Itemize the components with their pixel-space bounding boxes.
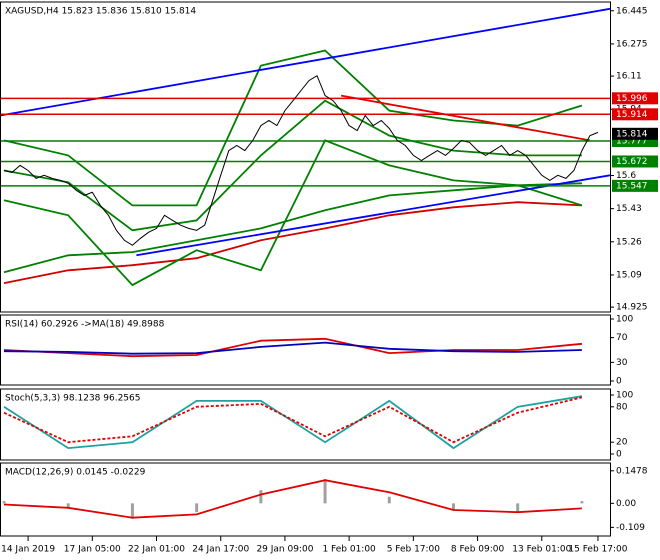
y-tick-label: 20	[616, 438, 628, 448]
series-line	[3, 99, 582, 232]
histogram-bar	[259, 490, 263, 504]
y-tick-label: 14.925	[616, 303, 648, 313]
last-price-label: 15.814	[616, 129, 648, 139]
y-tick-label: 15.09	[616, 270, 642, 280]
series-line	[3, 479, 582, 519]
panel-frame	[0, 462, 611, 537]
panel-clip	[3, 395, 583, 450]
level-label: 15.914	[616, 110, 648, 120]
series-line	[340, 94, 591, 142]
histogram-bar	[323, 479, 327, 504]
panel-clip	[0, 7, 610, 287]
y-tick-label: 80	[616, 402, 628, 412]
y-tick-label: 30	[616, 358, 628, 368]
series-line	[3, 74, 599, 246]
histogram-bar	[451, 503, 455, 510]
series-line	[3, 49, 583, 207]
panel	[2, 479, 584, 519]
series-line	[3, 139, 583, 287]
histogram-bar	[130, 503, 134, 519]
histogram-bar	[516, 503, 520, 513]
panel	[3, 337, 582, 358]
histogram-bar	[580, 501, 584, 504]
panel-clip	[2, 479, 584, 519]
x-tick-label: 13 Feb 01:00	[512, 545, 571, 555]
panel	[3, 395, 583, 450]
y-tick-label: 16.275	[616, 39, 648, 49]
x-tick-label: 29 Jan 09:00	[256, 545, 313, 555]
x-tick-label: 1 Feb 01:00	[322, 545, 376, 555]
x-tick-label: 15 Feb 17:00	[568, 545, 627, 555]
y-tick-label: -0.109	[616, 523, 645, 533]
x-tick-label: 5 Feb 17:00	[387, 545, 441, 555]
histogram-bar	[66, 503, 70, 508]
series-line	[3, 182, 582, 274]
last-price-box	[612, 127, 658, 140]
level-label-box	[612, 155, 658, 168]
level-label: 15.777	[616, 137, 648, 147]
y-tick-label: 0	[616, 377, 622, 387]
x-tick-label: 22 Jan 01:00	[128, 545, 185, 555]
level-label-box	[612, 108, 658, 121]
y-tick-label: 70	[616, 333, 628, 343]
level-label: 15.672	[616, 157, 648, 167]
x-tick-label: 17 Jan 05:00	[64, 545, 121, 555]
panel-title: MACD(12,26,9) 0.0145 -0.0229	[5, 468, 146, 478]
x-tick-label: 24 Jan 17:00	[192, 545, 249, 555]
panel-title: RSI(14) 60.2926 ->MA(18) 49.8988	[5, 320, 165, 330]
panel	[0, 7, 610, 287]
histogram-bar	[195, 503, 199, 513]
x-tick-label: 8 Feb 09:00	[451, 545, 505, 555]
y-tick-label: 100	[616, 315, 633, 325]
y-tick-label: 15.6	[616, 171, 636, 181]
panel-frame	[0, 314, 611, 386]
y-tick-label: 0	[616, 450, 622, 460]
panel-title: XAGUSD,H4 15.823 15.836 15.810 15.814	[5, 7, 196, 17]
y-tick-label: 16.445	[616, 6, 648, 16]
series-line	[3, 341, 582, 355]
y-tick-label: 16.11	[616, 72, 642, 82]
x-tick-label: 14 Jan 2019	[1, 545, 55, 555]
panel-clip	[3, 337, 582, 358]
y-tick-label: 15.43	[616, 204, 642, 214]
panel-title: Stoch(5,3,3) 98.1238 96.2565	[5, 394, 140, 404]
y-tick-label: 0.1478	[616, 466, 648, 476]
series-line	[136, 174, 610, 257]
panel-frame	[0, 1, 611, 313]
series-line	[3, 201, 582, 284]
y-tick-label: 100	[616, 391, 633, 401]
level-label-box	[612, 92, 658, 105]
y-tick-label: 0.00	[616, 499, 636, 509]
y-tick-label: 15.26	[616, 237, 642, 247]
histogram-bar	[2, 501, 6, 504]
series-line	[3, 396, 583, 444]
panel-frame	[0, 388, 611, 461]
level-label: 15.996	[616, 94, 648, 104]
level-label: 15.547	[616, 181, 648, 191]
level-label-box	[612, 179, 658, 192]
histogram-bar	[387, 496, 391, 504]
series-line	[3, 337, 582, 358]
